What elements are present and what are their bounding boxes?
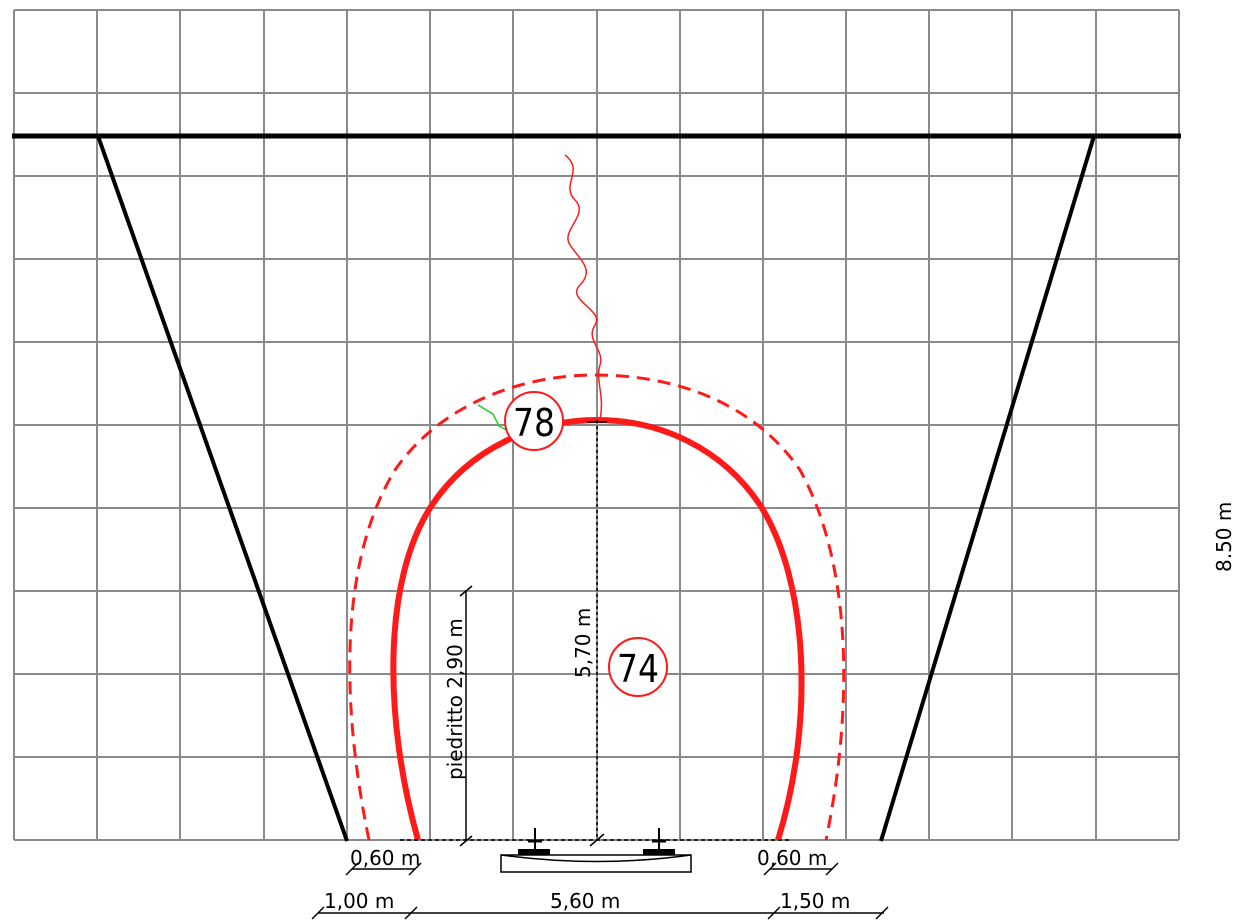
right-inner-dim-label: 0,60 m — [757, 846, 827, 870]
pier-height-label: piedritto 2,90 m — [443, 618, 467, 780]
left-inner-dim-label: 0,60 m — [350, 846, 420, 870]
bottom-dim-tick-3 — [767, 906, 781, 920]
wavy-line — [564, 154, 603, 421]
center-dim-label: 5,60 m — [550, 889, 620, 913]
outer-tunnel-profile — [348, 373, 846, 841]
section-78-circle — [504, 391, 564, 451]
green-marker — [477, 404, 511, 433]
pier-dim-tick-bottom — [459, 835, 473, 847]
left-rail — [518, 828, 550, 855]
left-inner-dim-tick-a — [345, 862, 359, 876]
right-inner-dim-tick-a — [763, 862, 777, 876]
crown-height-label: 5,70 m — [571, 608, 595, 678]
section-74-circle — [608, 637, 668, 697]
right-height-label: 8.50 m — [1212, 502, 1236, 572]
crown-dim-tick-bottom — [589, 833, 605, 847]
section-74-label: 74 — [617, 647, 659, 691]
bottom-dim-tick-1 — [311, 906, 325, 920]
left-inner-dim-tick-b — [408, 862, 422, 876]
section-78-label: 78 — [513, 401, 555, 445]
right-outer-dim-label: 1,50 m — [780, 889, 850, 913]
left-outer-dim-label: 1,00 m — [324, 889, 394, 913]
pier-dim-tick-top — [459, 585, 473, 597]
left-slope-line — [96, 135, 349, 842]
track-slab — [500, 828, 692, 873]
right-rail — [643, 828, 675, 855]
right-inner-dim-tick-b — [825, 862, 839, 876]
right-slope-line — [879, 135, 1096, 842]
bottom-dim-tick-2 — [404, 906, 418, 920]
bottom-dim-tick-4 — [875, 906, 889, 920]
